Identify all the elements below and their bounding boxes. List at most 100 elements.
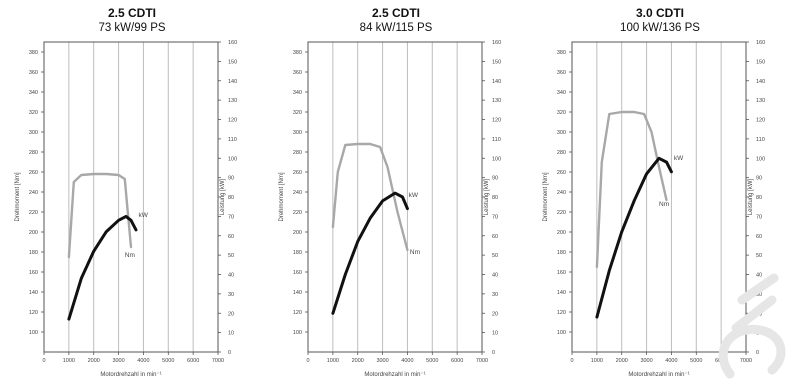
power-series-line	[595, 156, 673, 319]
y2-axis-label: Leistung [kW]	[484, 178, 490, 215]
x-tick-label: 2000	[352, 358, 364, 364]
y2-tick-label: 30	[492, 292, 498, 298]
y2-tick-label: 150	[228, 59, 237, 65]
chart-title: 2.5 CDTI	[371, 6, 420, 20]
series-annotation: Nm	[125, 252, 135, 259]
y2-axis-label: Leistung [kW]	[748, 178, 754, 215]
y2-tick-label: 130	[756, 98, 765, 104]
y2-tick-label: 0	[756, 350, 759, 356]
y2-tick-label: 140	[756, 79, 765, 85]
y-tick-label: 100	[557, 330, 566, 336]
y-axis-label: Drehmoment [Nm]	[15, 172, 21, 221]
y2-tick-label: 20	[228, 311, 234, 317]
y2-tick-label: 110	[492, 137, 501, 143]
x-axis-label: Motordrehzahl in min⁻¹	[100, 372, 161, 378]
y-tick-label: 300	[293, 130, 302, 136]
y-tick-label: 300	[29, 130, 38, 136]
y2-tick-label: 50	[492, 253, 498, 259]
x-tick-label: 2000	[88, 358, 100, 364]
y-tick-label: 200	[29, 230, 38, 236]
y-tick-label: 100	[293, 330, 302, 336]
y2-tick-label: 130	[492, 98, 501, 104]
y-tick-label: 240	[29, 190, 38, 196]
x-tick-label: 7000	[740, 358, 752, 364]
y-tick-label: 360	[29, 70, 38, 76]
y2-tick-label: 110	[228, 137, 237, 143]
y-tick-label: 120	[557, 310, 566, 316]
chart-panel-3: 3.0 CDTI 100 kW/136 PS 100 120 140 160 180 20…	[528, 0, 792, 380]
y2-tick-label: 50	[756, 253, 762, 259]
y-tick-label: 280	[29, 150, 38, 156]
y2-tick-label: 90	[756, 176, 762, 182]
chart-plot-3: 1001201401601802002202402602803003203403…	[543, 40, 765, 378]
y2-tick-label: 160	[492, 40, 501, 46]
power-series-line	[67, 214, 138, 321]
y2-tick-label: 160	[228, 40, 237, 46]
series-annotation: kW	[674, 155, 684, 162]
y2-tick-label: 10	[492, 331, 498, 337]
x-tick-label: 7000	[212, 358, 224, 364]
y-tick-label: 300	[557, 130, 566, 136]
y2-tick-label: 40	[492, 273, 498, 279]
torque-series-line	[595, 110, 668, 269]
chart-panel-2: 2.5 CDTI 84 kW/115 PS 100 120 140 160 180 200…	[264, 0, 528, 380]
y2-axis-label: Leistung [kW]	[220, 178, 226, 215]
chart-title: 2.5 CDTI	[107, 6, 156, 20]
x-tick-label: 2000	[616, 358, 628, 364]
y-tick-label: 380	[557, 50, 566, 56]
y-tick-label: 260	[293, 170, 302, 176]
y-tick-label: 360	[557, 70, 566, 76]
x-tick-label: 1000	[591, 358, 603, 364]
y-tick-label: 220	[293, 210, 302, 216]
x-axis-label: Motordrehzahl in min⁻¹	[364, 372, 425, 378]
y2-tick-label: 40	[756, 273, 762, 279]
y2-tick-label: 90	[228, 176, 234, 182]
y2-tick-label: 80	[228, 195, 234, 201]
chart-plot-1: 1001201401601802002202402602803003203403…	[15, 40, 237, 378]
y2-tick-label: 90	[492, 176, 498, 182]
x-tick-label: 5000	[426, 358, 438, 364]
y2-tick-label: 60	[228, 234, 234, 240]
y-tick-label: 240	[293, 190, 302, 196]
y-tick-label: 220	[557, 210, 566, 216]
chart-panel-1: 2.5 CDTI 73 kW/99 PS 100 120 140 160 180 200 2…	[0, 0, 264, 380]
chart-plot-2: 1001201401601802002202402602803003203403…	[279, 40, 501, 378]
x-tick-label: 4000	[665, 358, 677, 364]
y-tick-label: 260	[557, 170, 566, 176]
plot-frame	[43, 41, 219, 353]
x-tick-label: 4000	[401, 358, 413, 364]
y-tick-label: 100	[29, 330, 38, 336]
x-tick-label: 5000	[162, 358, 174, 364]
y2-tick-label: 130	[228, 98, 237, 104]
y-tick-label: 280	[293, 150, 302, 156]
x-tick-label: 0	[42, 358, 45, 364]
y-tick-label: 340	[557, 90, 566, 96]
y-axis-label: Drehmoment [Nm]	[279, 172, 285, 221]
series-annotation: Nm	[659, 201, 669, 208]
y2-tick-label: 60	[492, 234, 498, 240]
y-tick-label: 140	[29, 290, 38, 296]
y-tick-label: 160	[293, 270, 302, 276]
y-tick-label: 320	[293, 110, 302, 116]
y2-tick-label: 30	[756, 292, 762, 298]
y2-tick-label: 30	[228, 292, 234, 298]
y2-tick-label: 80	[492, 195, 498, 201]
y2-tick-label: 120	[756, 118, 765, 124]
y-tick-label: 180	[29, 250, 38, 256]
x-tick-label: 3000	[640, 358, 652, 364]
y2-tick-label: 120	[492, 118, 501, 124]
y2-tick-label: 150	[492, 59, 501, 65]
chart-subtitle: 73 kW/99 PS	[98, 22, 166, 34]
x-tick-label: 3000	[112, 358, 124, 364]
y2-tick-label: 0	[228, 350, 231, 356]
x-axis-label: Motordrehzahl in min⁻¹	[628, 372, 689, 378]
x-tick-label: 5000	[690, 358, 702, 364]
y2-tick-label: 20	[492, 311, 498, 317]
y-axis-label: Drehmoment [Nm]	[543, 172, 549, 221]
y-tick-label: 160	[29, 270, 38, 276]
y-tick-label: 280	[557, 150, 566, 156]
x-tick-label: 0	[570, 358, 573, 364]
series-annotation: kW	[138, 212, 148, 219]
power-series-line	[331, 191, 409, 315]
x-tick-label: 4000	[137, 358, 149, 364]
